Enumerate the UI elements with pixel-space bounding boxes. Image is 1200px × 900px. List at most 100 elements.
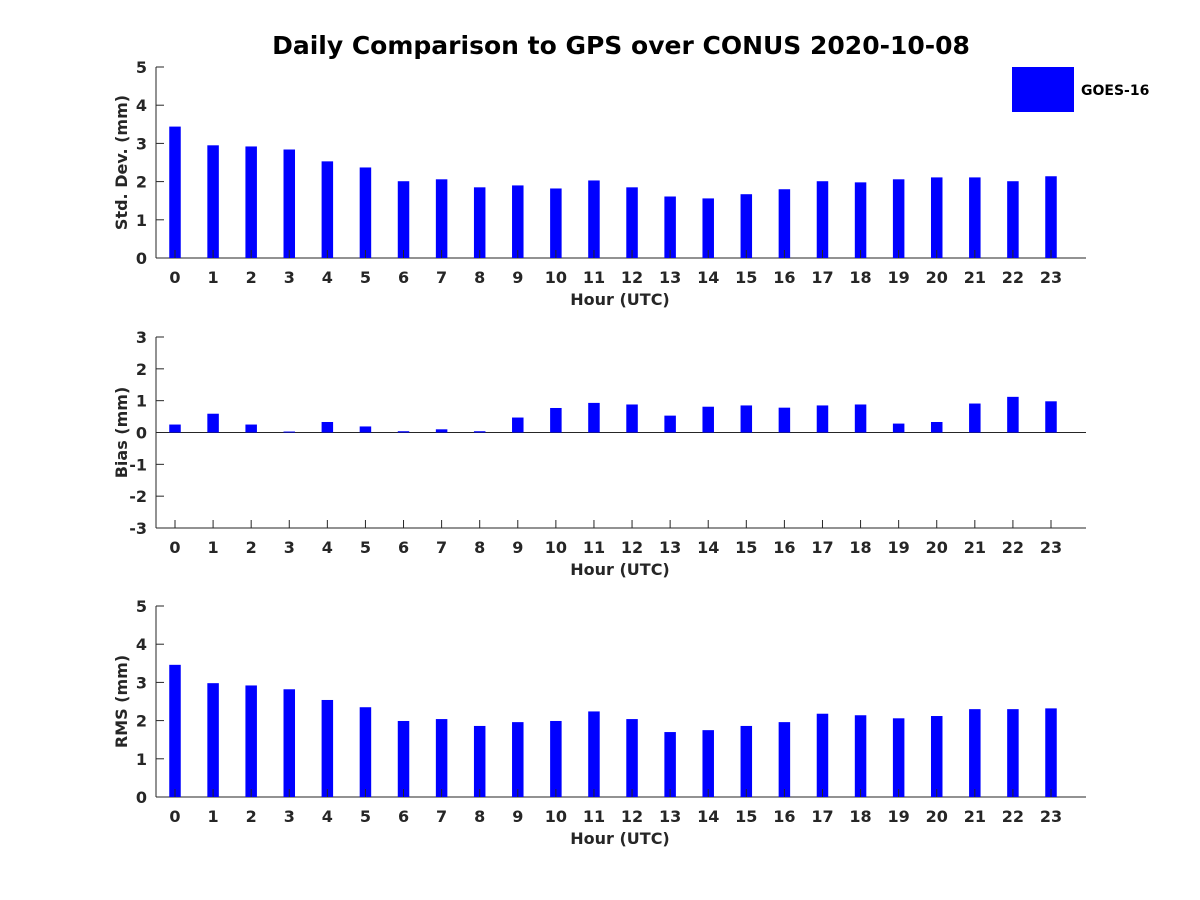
stddev-x-tick-label: 3 [284,268,295,287]
stddev-x-tick-label: 9 [512,268,523,287]
rms-y-tick-label: 3 [136,673,147,692]
stddev-bar-11 [588,180,600,258]
bias-x-tick-label: 12 [621,538,643,557]
bias-bar-12 [626,404,638,433]
bias-x-tick-label: 20 [926,538,948,557]
stddev-bar-17 [816,181,829,258]
bias-bar-0 [169,424,181,433]
stddev-x-tick-label: 0 [169,268,180,287]
rms-y-tick-label: 5 [136,597,147,616]
bias-x-tick-label: 0 [169,538,180,557]
stddev-x-tick-label: 12 [621,268,643,287]
bias-bar-5 [359,426,372,433]
rms-x-label: Hour (UTC) [570,829,670,848]
stddev-x-tick-label: 18 [849,268,871,287]
bias-bar-23 [1045,401,1057,433]
rms-bar-21 [969,709,981,797]
bias-bar-1 [207,413,219,433]
rms-bars [169,664,1057,797]
rms-x-tick-label: 17 [811,807,833,826]
rms-x-ticks: 0 1 2 3 4 5 6 7 8 9 10 11 12 13 14 15 16 17 18 19 20 21 22 23 [169,789,1062,826]
rms-x-tick-label: 13 [659,807,681,826]
rms-x-tick-label: 8 [474,807,485,826]
bias-bar-4 [321,421,334,433]
rms-x-tick-label: 1 [208,807,219,826]
rms-x-tick-label: 0 [169,807,180,826]
rms-x-tick-label: 11 [583,807,605,826]
bias-bar-7 [435,429,448,433]
bias-y-tick-label: 1 [136,392,147,411]
rms-x-tick-label: 14 [697,807,719,826]
stddev-bar-15 [740,194,753,258]
bias-x-tick-label: 14 [697,538,719,557]
stddev-x-tick-label: 15 [735,268,757,287]
bias-x-tick-label: 7 [436,538,447,557]
stddev-x-tick-label: 6 [398,268,409,287]
rms-x-tick-label: 7 [436,807,447,826]
stddev-bar-8 [473,187,486,258]
bias-bar-18 [854,404,867,433]
bias-y-tick-label: 2 [136,360,147,379]
rms-bar-9 [512,722,524,797]
rms-x-tick-label: 5 [360,807,371,826]
rms-x-tick-label: 12 [621,807,643,826]
legend-swatch [1012,67,1074,112]
rms-bar-5 [359,707,372,797]
rms-x-tick-label: 4 [322,807,333,826]
stddev-bar-2 [245,146,257,258]
bias-bar-11 [588,402,600,433]
rms-bar-14 [702,730,714,797]
stddev-bar-3 [283,149,296,258]
stddev-x-tick-label: 17 [811,268,833,287]
stddev-x-tick-label: 19 [888,268,910,287]
stddev-y-tick-label: 5 [136,58,147,77]
rms-bar-6 [397,720,410,797]
rms-bar-15 [740,725,753,797]
bias-x-tick-label: 15 [735,538,757,557]
stddev-x-tick-label: 10 [545,268,567,287]
stddev-y-tick-label: 3 [136,134,147,153]
stddev-bar-18 [854,182,867,258]
rms-bar-13 [664,732,676,797]
bias-y-tick-label: -1 [129,455,147,474]
bias-bar-19 [892,423,905,433]
rms-bar-0 [169,664,181,797]
bias-bar-10 [550,407,562,433]
stddev-bar-7 [435,179,448,258]
bias-y-tick-label: 0 [136,424,147,443]
bias-x-tick-label: 23 [1040,538,1062,557]
rms-y-tick-label: 1 [136,750,147,769]
bias-y-tick-label: -2 [129,487,147,506]
bias-x-tick-label: 8 [474,538,485,557]
bias-x-ticks: 0 1 2 3 4 5 6 7 8 9 10 11 12 13 14 15 16 17 18 19 20 21 22 23 [169,520,1062,557]
bias-x-tick-label: 5 [360,538,371,557]
stddev-x-tick-label: 14 [697,268,719,287]
stddev-x-tick-label: 2 [246,268,257,287]
bias-x-tick-label: 4 [322,538,333,557]
stddev-bar-5 [359,167,372,258]
rms-y-ticks: 0 1 2 3 4 5 [136,597,164,807]
rms-x-tick-label: 20 [926,807,948,826]
rms-bar-7 [435,719,448,797]
rms-bar-20 [930,716,943,797]
stddev-x-tick-label: 7 [436,268,447,287]
rms-x-tick-label: 6 [398,807,409,826]
bias-bar-2 [245,424,257,433]
rms-x-tick-label: 18 [849,807,871,826]
stddev-x-tick-label: 4 [322,268,333,287]
stddev-x-tick-label: 21 [964,268,986,287]
legend: GOES-16 [1012,67,1149,112]
stddev-bar-13 [664,196,676,258]
bias-x-tick-label: 22 [1002,538,1024,557]
rms-x-tick-label: 9 [512,807,523,826]
stddev-bar-21 [969,177,981,258]
stddev-y-label: Std. Dev. (mm) [112,95,131,230]
stddev-bar-6 [397,181,410,258]
bias-x-tick-label: 16 [773,538,795,557]
legend-label: GOES-16 [1081,83,1149,99]
stddev-bar-0 [169,126,181,258]
rms-x-tick-label: 22 [1002,807,1024,826]
